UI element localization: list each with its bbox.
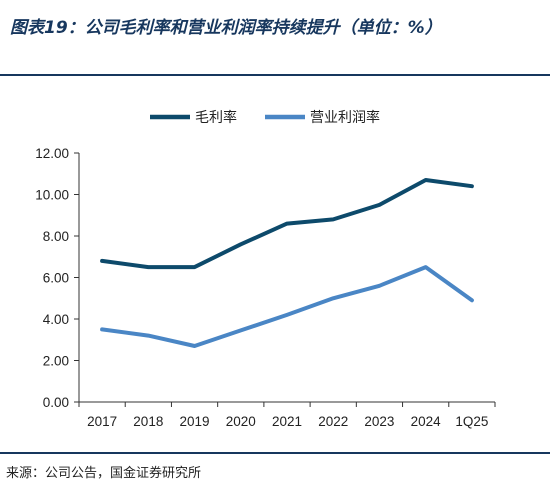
x-tick-label: 2020 (226, 414, 256, 429)
y-tick-label: 2.00 (43, 354, 69, 369)
x-tick-label: 2022 (318, 414, 348, 429)
y-tick-label: 10.00 (35, 188, 69, 203)
x-tick-label: 2019 (180, 414, 210, 429)
x-tick-label: 2021 (272, 414, 302, 429)
y-tick-label: 4.00 (43, 312, 69, 327)
gross-margin-line (100, 178, 474, 270)
bottom-divider (0, 452, 550, 454)
y-axis: 0.00 2.00 4.00 6.00 8.00 10.00 12.00 (35, 146, 80, 410)
x-axis: 2017 2018 2019 2020 2021 2022 2023 2024 1Q25 (78, 401, 496, 429)
y-tick-label: 8.00 (43, 229, 69, 244)
operating-margin-line (100, 265, 474, 348)
legend: 毛利率 营业利润率 (150, 109, 380, 126)
legend-label-gross-margin: 毛利率 (195, 109, 237, 126)
top-divider (0, 74, 550, 76)
x-tick-label: 1Q25 (455, 414, 488, 429)
legend-label-operating-margin: 营业利润率 (310, 109, 380, 126)
y-tick-label: 0.00 (43, 395, 69, 410)
chart-title: 图表19：公司毛利率和营业利润率持续提升（单位：%） (10, 18, 442, 38)
x-tick-label: 2023 (364, 414, 394, 429)
x-tick-label: 2017 (87, 414, 117, 429)
source-note: 来源：公司公告，国金证券研究所 (6, 466, 202, 481)
x-tick-label: 2024 (411, 414, 442, 429)
x-tick-label: 2018 (133, 414, 163, 429)
y-tick-label: 6.00 (43, 271, 69, 286)
y-tick-label: 12.00 (35, 146, 69, 161)
series-lines (100, 178, 474, 348)
